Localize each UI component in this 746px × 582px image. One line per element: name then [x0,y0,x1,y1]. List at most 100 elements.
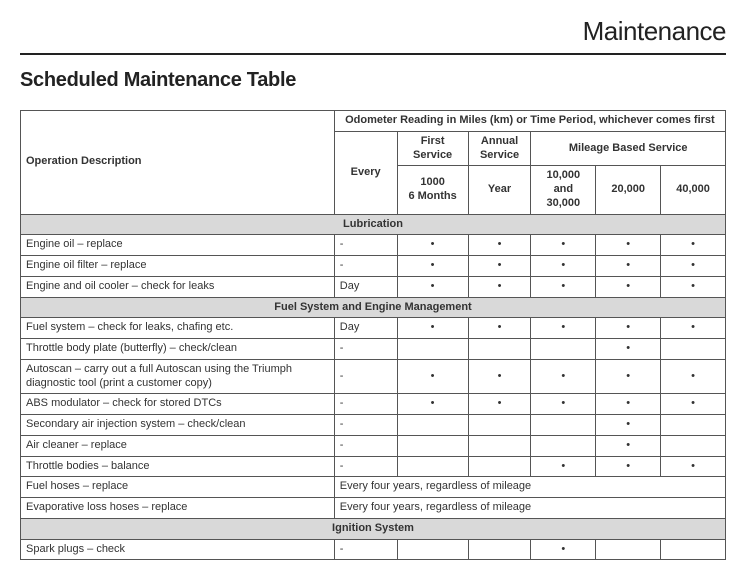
op-cell: Throttle body plate (butterfly) – check/… [21,339,335,360]
op-cell: ABS modulator – check for stored DTCs [21,394,335,415]
mark-cell: • [397,276,468,297]
header-odometer: Odometer Reading in Miles (km) or Time P… [334,111,725,132]
mark-cell: • [661,318,726,339]
mark-cell: - [334,235,397,256]
header-as-val: Year [468,166,531,214]
mark-cell: - [334,435,397,456]
op-cell: Throttle bodies – balance [21,456,335,477]
table-row: Evaporative loss hoses – replaceEvery fo… [21,498,726,519]
mark-cell: • [397,318,468,339]
mark-cell: • [596,359,661,394]
mark-cell: • [468,359,531,394]
mark-cell: • [397,394,468,415]
mark-cell: • [397,235,468,256]
mark-cell: - [334,359,397,394]
table-row: Autoscan – carry out a full Autoscan usi… [21,359,726,394]
mark-cell [661,539,726,560]
mark-cell: • [531,394,596,415]
section-header-cell: Fuel System and Engine Management [21,297,726,318]
header-every: Every [334,131,397,214]
mark-cell [397,415,468,436]
mark-cell [661,339,726,360]
mark-cell: Day [334,318,397,339]
mark-cell [468,339,531,360]
table-row: Fuel System and Engine Management [21,297,726,318]
mark-cell: • [596,415,661,436]
table-row: Engine oil – replace-••••• [21,235,726,256]
op-cell: Engine oil filter – replace [21,256,335,277]
mark-cell: • [531,456,596,477]
mark-cell: • [596,339,661,360]
mark-cell: - [334,539,397,560]
table-row: Throttle body plate (butterfly) – check/… [21,339,726,360]
section-header-cell: Lubrication [21,214,726,235]
table-row: ABS modulator – check for stored DTCs-••… [21,394,726,415]
mark-cell [531,415,596,436]
mark-cell: • [596,394,661,415]
span-cell: Every four years, regardless of mileage [334,498,725,519]
table-row: Ignition System [21,518,726,539]
mark-cell: • [596,435,661,456]
header-first-service: First Service [397,131,468,166]
mark-cell: • [468,276,531,297]
header-m2: 20,000 [596,166,661,214]
op-cell: Engine and oil cooler – check for leaks [21,276,335,297]
mark-cell [397,435,468,456]
op-cell: Evaporative loss hoses – replace [21,498,335,519]
table-row: Fuel system – check for leaks, chafing e… [21,318,726,339]
op-cell: Autoscan – carry out a full Autoscan usi… [21,359,335,394]
mark-cell [531,435,596,456]
section-title: Scheduled Maintenance Table [20,69,726,92]
mark-cell: • [468,235,531,256]
table-row: Secondary air injection system – check/c… [21,415,726,436]
table-row: Air cleaner – replace-• [21,435,726,456]
mark-cell: • [468,394,531,415]
mark-cell [468,456,531,477]
op-cell: Fuel system – check for leaks, chafing e… [21,318,335,339]
table-row: Lubrication [21,214,726,235]
mark-cell: • [531,256,596,277]
mark-cell: • [531,318,596,339]
mark-cell: • [661,256,726,277]
op-cell: Fuel hoses – replace [21,477,335,498]
mark-cell [661,415,726,436]
table-row: Engine and oil cooler – check for leaksD… [21,276,726,297]
op-cell: Secondary air injection system – check/c… [21,415,335,436]
mark-cell: • [661,276,726,297]
mark-cell: • [661,359,726,394]
mark-cell: • [661,394,726,415]
mark-cell [468,415,531,436]
mark-cell: • [596,235,661,256]
header-mileage-based: Mileage Based Service [531,131,726,166]
mark-cell: - [334,256,397,277]
mark-cell [661,435,726,456]
mark-cell [397,539,468,560]
header-op: Operation Description [21,111,335,215]
mark-cell: - [334,456,397,477]
mark-cell: • [596,256,661,277]
mark-cell: • [531,276,596,297]
span-cell: Every four years, regardless of mileage [334,477,725,498]
op-cell: Spark plugs – check [21,539,335,560]
mark-cell: • [397,359,468,394]
mark-cell [397,456,468,477]
section-header-cell: Ignition System [21,518,726,539]
table-row: Engine oil filter – replace-••••• [21,256,726,277]
table-row: Fuel hoses – replaceEvery four years, re… [21,477,726,498]
mark-cell [531,339,596,360]
mark-cell: • [468,318,531,339]
mark-cell: Day [334,276,397,297]
mark-cell: • [397,256,468,277]
table-head: Operation Description Odometer Reading i… [21,111,726,215]
mark-cell [397,339,468,360]
mark-cell: - [334,339,397,360]
mark-cell: • [596,318,661,339]
mark-cell: • [531,235,596,256]
maintenance-table: Operation Description Odometer Reading i… [20,110,726,560]
op-cell: Engine oil – replace [21,235,335,256]
mark-cell: • [661,456,726,477]
mark-cell: • [531,539,596,560]
mark-cell [468,435,531,456]
mark-cell: - [334,415,397,436]
header-annual-service: Annual Service [468,131,531,166]
